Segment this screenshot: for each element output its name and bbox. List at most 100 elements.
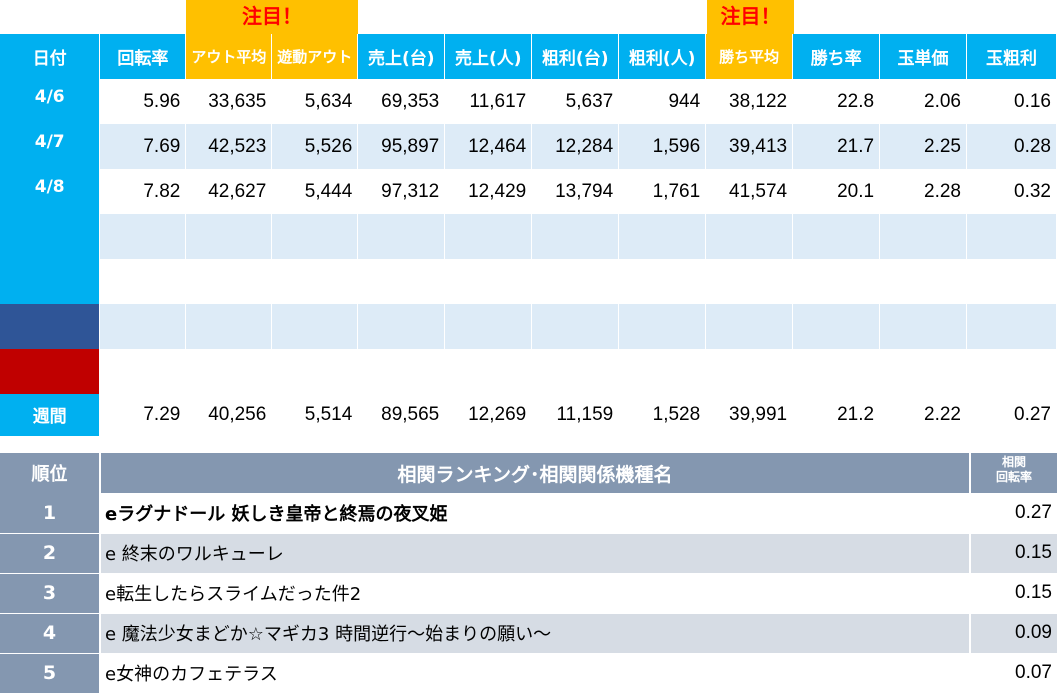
- date-cell: [0, 259, 101, 304]
- header-profit-per-machine: 粗利(台): [531, 34, 620, 79]
- stats-cell: 69,353: [357, 79, 446, 124]
- header-ball-unit-price: 玉単価: [879, 34, 967, 79]
- ranking-header-name: 相関ランキング･相関関係機種名: [99, 453, 970, 493]
- stats-cell: [99, 349, 187, 394]
- week-cell: 1,528: [618, 394, 707, 436]
- machine-name: e 終末のワルキューレ: [100, 533, 970, 574]
- stats-cell: 11,617: [444, 79, 533, 124]
- stats-cell: [705, 349, 794, 394]
- stats-cell: 33,635: [185, 79, 273, 124]
- stats-cell: [531, 349, 620, 394]
- header-profit-per-person: 粗利(人): [618, 34, 707, 79]
- header-ball-profit: 玉粗利: [966, 34, 1057, 79]
- stats-cell: 95,897: [357, 124, 446, 169]
- stats-cell: 0.28: [966, 124, 1057, 169]
- correlation-value: 0.09: [969, 613, 1057, 654]
- stats-row: [0, 304, 1057, 349]
- stats-cell: 39,413: [705, 124, 794, 169]
- stats-cell: [99, 259, 187, 304]
- ranking-header-rank: 順位: [0, 453, 100, 493]
- stats-cell: 21.7: [792, 124, 881, 169]
- date-cell: 4/6: [0, 79, 101, 124]
- header-date: 日付: [0, 34, 101, 79]
- stats-cell: [792, 259, 881, 304]
- stats-cell: [618, 349, 707, 394]
- stats-cell: 5,637: [531, 79, 620, 124]
- stats-cell: [966, 304, 1057, 349]
- correlation-ranking-table: 順位 相関ランキング･相関関係機種名 相関 回転率 1 eラグナドール 妖しき皇帝…: [0, 453, 1057, 694]
- stats-cell: 20.1: [792, 169, 881, 214]
- stats-row: [0, 259, 1057, 304]
- machine-name: eラグナドール 妖しき皇帝と終焉の夜叉姫: [100, 493, 970, 534]
- stats-cell: 5.96: [99, 79, 187, 124]
- week-cell: 5,514: [271, 394, 359, 436]
- week-cell: 7.29: [99, 394, 187, 436]
- week-cell: 11,159: [531, 394, 620, 436]
- week-cell: 39,991: [705, 394, 794, 436]
- stats-cell: [444, 214, 533, 259]
- stats-cell: [618, 214, 707, 259]
- date-cell: [0, 349, 101, 394]
- stats-cell: 12,464: [444, 124, 533, 169]
- stats-cell: [444, 259, 533, 304]
- stats-cell: [966, 259, 1057, 304]
- rank-number: 1: [0, 493, 101, 534]
- date-cell: 4/8: [0, 169, 101, 214]
- header-win-average: 勝ち平均: [705, 34, 794, 79]
- stats-cell: [792, 214, 881, 259]
- stats-cell: 22.8: [792, 79, 881, 124]
- stats-cell: 0.32: [966, 169, 1057, 214]
- stats-cell: [185, 214, 273, 259]
- stats-cell: [879, 214, 967, 259]
- stats-cell: [792, 349, 881, 394]
- date-cell: 4/7: [0, 124, 101, 169]
- week-cell: 89,565: [357, 394, 446, 436]
- stats-cell: [792, 304, 881, 349]
- stats-row: 4/7 7.69 42,523 5,526 95,897 12,464 12,284 1,59…: [0, 124, 1057, 169]
- rank-number: 4: [0, 613, 101, 654]
- stats-cell: 2.06: [879, 79, 967, 124]
- stats-cell: 12,429: [444, 169, 533, 214]
- rank-number: 3: [0, 573, 101, 614]
- stats-cell: [185, 304, 273, 349]
- stats-cell: [966, 214, 1057, 259]
- stats-cell: [879, 349, 967, 394]
- stats-cell: [444, 304, 533, 349]
- week-cell: 2.22: [879, 394, 967, 436]
- header-floating-out: 遊動アウト: [271, 34, 359, 79]
- correlation-value: 0.27: [969, 493, 1057, 534]
- stats-cell: [271, 259, 359, 304]
- stats-cell: [618, 259, 707, 304]
- header-out-average: アウト平均: [185, 34, 273, 79]
- ranking-row: 1 eラグナドール 妖しき皇帝と終焉の夜叉姫 0.27: [0, 493, 1057, 534]
- stats-cell: 1,596: [618, 124, 707, 169]
- stats-cell: [879, 304, 967, 349]
- stats-row: 4/6 5.96 33,635 5,634 69,353 11,617 5,637 944 38…: [0, 79, 1057, 124]
- stats-cell: [618, 304, 707, 349]
- stats-cell: [531, 214, 620, 259]
- stats-cell: 13,794: [531, 169, 620, 214]
- attention-badge-out-avg: 注目！: [186, 0, 358, 34]
- stats-cell: [966, 349, 1057, 394]
- weekly-summary-row: 週間 7.29 40,256 5,514 89,565 12,269 11,15…: [0, 394, 1057, 436]
- attention-badge-win-avg: 注目！: [707, 0, 794, 34]
- stats-cell: 42,627: [185, 169, 273, 214]
- header-win-rate: 勝ち率: [792, 34, 881, 79]
- header-spin-rate: 回転率: [99, 34, 187, 79]
- ranking-header-row: 順位 相関ランキング･相関関係機種名 相関 回転率: [0, 453, 1057, 493]
- week-label: 週間: [0, 394, 101, 436]
- stats-cell: [357, 304, 446, 349]
- correlation-value: 0.15: [969, 573, 1057, 614]
- stats-cell: 41,574: [705, 169, 794, 214]
- rank-number: 2: [0, 533, 101, 574]
- stats-cell: [705, 304, 794, 349]
- stats-cell: [185, 349, 273, 394]
- stats-cell: [357, 349, 446, 394]
- stats-cell: [185, 259, 273, 304]
- rank-number: 5: [0, 653, 101, 694]
- stats-cell: [705, 259, 794, 304]
- ranking-header-corr-line2: 回転率: [995, 470, 1032, 484]
- stats-cell: [444, 349, 533, 394]
